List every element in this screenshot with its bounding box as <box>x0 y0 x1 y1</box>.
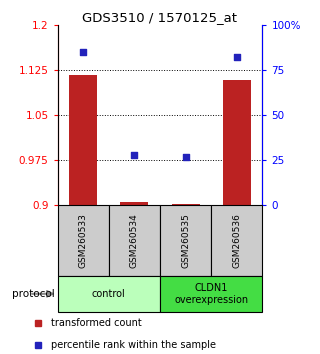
Bar <box>120 202 148 205</box>
Bar <box>58 205 109 276</box>
Text: protocol: protocol <box>12 289 54 299</box>
Bar <box>160 205 211 276</box>
Bar <box>69 75 97 205</box>
Bar <box>109 205 160 276</box>
Title: GDS3510 / 1570125_at: GDS3510 / 1570125_at <box>83 11 237 24</box>
Bar <box>211 205 262 276</box>
Text: GSM260536: GSM260536 <box>232 213 241 268</box>
Text: percentile rank within the sample: percentile rank within the sample <box>51 339 216 350</box>
Bar <box>172 204 200 205</box>
Text: transformed count: transformed count <box>51 318 142 329</box>
Text: GSM260535: GSM260535 <box>181 213 190 268</box>
Point <box>183 154 188 159</box>
Text: CLDN1
overexpression: CLDN1 overexpression <box>174 283 248 305</box>
Text: control: control <box>92 289 126 299</box>
Point <box>234 55 239 60</box>
Bar <box>160 276 262 312</box>
Point <box>81 49 86 55</box>
Text: GSM260534: GSM260534 <box>130 213 139 268</box>
Bar <box>58 276 160 312</box>
Bar <box>223 80 251 205</box>
Text: GSM260533: GSM260533 <box>79 213 88 268</box>
Point <box>132 152 137 158</box>
